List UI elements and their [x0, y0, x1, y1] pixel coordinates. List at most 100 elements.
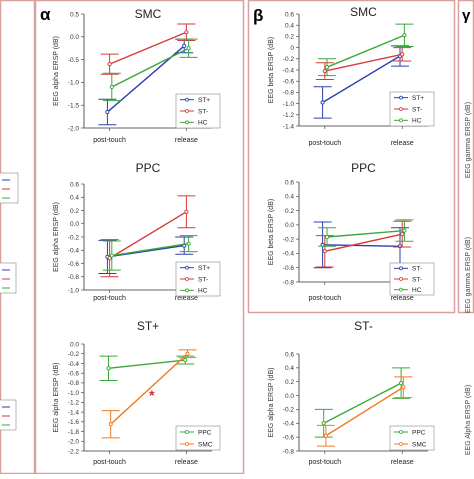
data-point	[320, 100, 325, 105]
y-tick-label: 0.2	[285, 379, 294, 386]
data-point	[106, 366, 111, 371]
legend-marker	[399, 266, 403, 271]
chart-beta_smc: SMC 0.6 0.4 0.2 0 -0.2 -0.4 -0.6 -0.8 -1.0 -1.2 -1.…	[268, 5, 435, 147]
significance-star: *	[149, 387, 155, 403]
series-line	[109, 31, 187, 65]
y-tick-label: 0.2	[70, 208, 79, 215]
y-tick-label: -0.2	[283, 407, 295, 414]
y-tick-label: -0.6	[68, 370, 80, 377]
y-tick-label: -1.6	[68, 419, 80, 426]
y-tick-label: -0.5	[68, 57, 80, 64]
y-tick-label: -1.4	[68, 409, 80, 416]
series-HC	[102, 235, 198, 271]
legend-label: ST-	[412, 266, 422, 273]
data-point	[400, 52, 405, 57]
y-tick-label: -0.6	[68, 261, 80, 268]
legend-label: ST+	[198, 97, 210, 104]
data-point	[184, 209, 189, 214]
y-tick-label: 0.6	[285, 351, 294, 358]
series-line	[322, 55, 401, 104]
data-point	[400, 232, 405, 237]
y-tick-label: 0.0	[70, 221, 79, 228]
legend-marker	[399, 287, 403, 292]
y-tick-label: -1.5	[68, 103, 80, 110]
legend-marker	[185, 288, 189, 293]
legend-marker	[185, 109, 189, 113]
y-tick-label: -1.0	[68, 390, 80, 397]
y-tick-label: -0.2	[283, 236, 295, 243]
panel-frame-beta	[247, 0, 456, 314]
legend-marker	[185, 120, 189, 125]
y-tick-label: -0.4	[283, 67, 295, 74]
y-tick-label: -0.8	[68, 274, 80, 281]
chart-alpha_stplus: ST+ 0.0 -0.2 -0.4 -0.6 -0.8 -1.0 -1.2 -1.4 -1.6 -1…	[53, 319, 221, 466]
y-axis-label: EEG alpha ERSP (dB)	[53, 36, 60, 106]
legend: PPC SMC	[175, 425, 221, 451]
y-tick-label: -0.8	[68, 380, 80, 387]
data-point	[323, 433, 328, 438]
y-tick-label: -0.4	[68, 361, 80, 368]
data-point	[109, 84, 114, 90]
chart-alpha_ppc: PPC 0.6 0.4 0.2 0.0 -0.2 -0.4 -0.6 -0.8 -1.0 EEG a…	[53, 161, 221, 302]
data-point	[402, 33, 407, 38]
x-tick-label: release	[391, 459, 414, 466]
series-SMC	[316, 376, 413, 447]
y-tick-label: -0.2	[283, 56, 295, 63]
legend-label: HC	[198, 288, 208, 295]
data-point	[322, 69, 327, 74]
left-fragment-legend-2	[0, 262, 17, 294]
x-tick-label: post-touch	[308, 140, 341, 147]
x-tick-label: release	[391, 140, 414, 147]
y-tick-label: -1.2	[68, 400, 80, 407]
legend-marker	[399, 107, 403, 111]
gamma-ylabel-bottom: EEG Alpha ERSP (dB)	[465, 385, 472, 455]
series-line	[326, 229, 405, 238]
y-tick-label: 0.6	[285, 11, 294, 18]
legend-marker	[185, 97, 189, 102]
legend-label: SMC	[198, 441, 213, 448]
data-point	[183, 357, 188, 363]
data-point	[185, 351, 190, 356]
series-ST+	[98, 236, 194, 274]
legend-label: PPC	[198, 429, 212, 436]
x-tick-label: post-touch	[308, 459, 341, 466]
x-tick-label: release	[175, 295, 198, 302]
y-tick-label: 0.2	[285, 208, 294, 215]
left-fragment-legend-1	[0, 172, 19, 204]
chart-alpha_stminus: ST- 0.6 0.4 0.2 0.0 -0.2 -0.4 -0.6 -0.8 EEG alpha…	[268, 319, 435, 466]
data-point	[321, 421, 326, 426]
series-SMC	[101, 349, 197, 439]
x-tick-label: post-touch	[93, 137, 126, 144]
y-tick-label: -0.4	[68, 248, 80, 255]
legend-label: ST-	[198, 108, 208, 115]
charts-layer: SMC 0.5 0.0 -0.5 -1.0 -1.5 -2.0 EEG alpha ERSP …	[53, 5, 435, 466]
x-tick-label: post-touch	[308, 295, 341, 302]
legend-label: ST+	[412, 95, 424, 102]
legend-label: ST-	[412, 106, 422, 113]
data-point	[324, 65, 330, 70]
y-tick-label: 0.4	[285, 194, 294, 201]
y-tick-label: 0.6	[70, 181, 79, 188]
y-tick-label: -1.0	[68, 80, 80, 87]
y-tick-label: 0.0	[70, 341, 79, 348]
series-line	[322, 244, 401, 247]
y-tick-label: 0	[290, 45, 294, 52]
left-fragment-legend-3	[0, 399, 17, 431]
series-line	[325, 386, 404, 437]
y-tick-label: 0.2	[285, 34, 294, 41]
x-tick-label: release	[175, 459, 198, 466]
y-tick-label: -0.4	[283, 421, 295, 428]
series-line	[111, 242, 189, 257]
y-tick-label: 0.4	[285, 365, 294, 372]
series-PPC	[314, 367, 411, 438]
series-line	[324, 233, 403, 252]
legend: PPC SMC	[389, 425, 435, 451]
data-point	[324, 234, 330, 240]
x-tick-label: post-touch	[93, 295, 126, 302]
series-line	[108, 359, 186, 370]
series-ST-	[100, 195, 196, 278]
y-tick-label: 0.6	[285, 179, 294, 186]
legend-marker	[185, 277, 189, 281]
